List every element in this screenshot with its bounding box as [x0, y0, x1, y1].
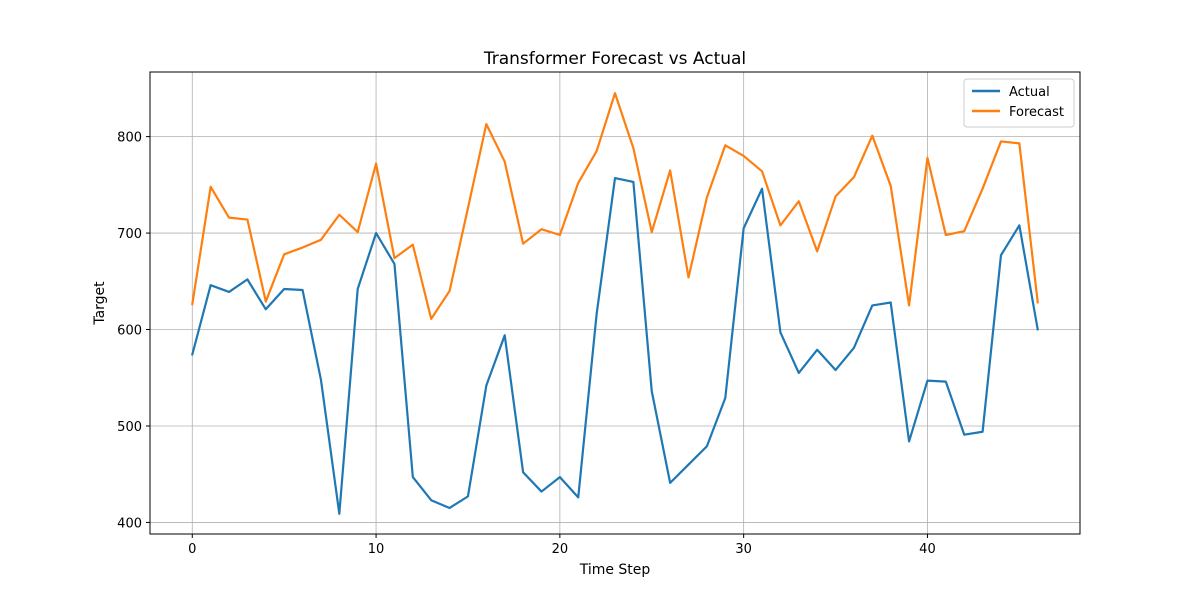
- x-axis-label: Time Step: [579, 562, 651, 578]
- x-tick-label: 0: [188, 542, 196, 557]
- chart-title: Transformer Forecast vs Actual: [483, 49, 746, 69]
- y-tick-label: 500: [117, 420, 142, 435]
- y-tick-label: 700: [117, 227, 142, 242]
- y-axis: 400 500 600 700 800: [117, 131, 150, 531]
- x-tick-label: 20: [552, 542, 569, 557]
- x-tick-label: 30: [735, 542, 752, 557]
- series-line-forecast: [191, 92, 1039, 321]
- legend: Actual Forecast: [963, 78, 1075, 128]
- grid-lines: [150, 72, 1080, 534]
- legend-label-actual: Actual: [1009, 85, 1050, 100]
- y-axis-label: Target: [92, 281, 108, 326]
- plot-frame: [149, 71, 1081, 535]
- series-layer: [191, 92, 1039, 515]
- x-tick-label: 40: [919, 542, 936, 557]
- y-tick-label: 400: [117, 516, 142, 531]
- series-line-actual: [191, 177, 1039, 515]
- y-tick-label: 800: [117, 131, 142, 146]
- legend-label-forecast: Forecast: [1009, 105, 1064, 120]
- y-tick-label: 600: [117, 324, 142, 339]
- x-axis: 0 10 20 30 40: [188, 534, 936, 557]
- x-tick-label: 10: [368, 542, 385, 557]
